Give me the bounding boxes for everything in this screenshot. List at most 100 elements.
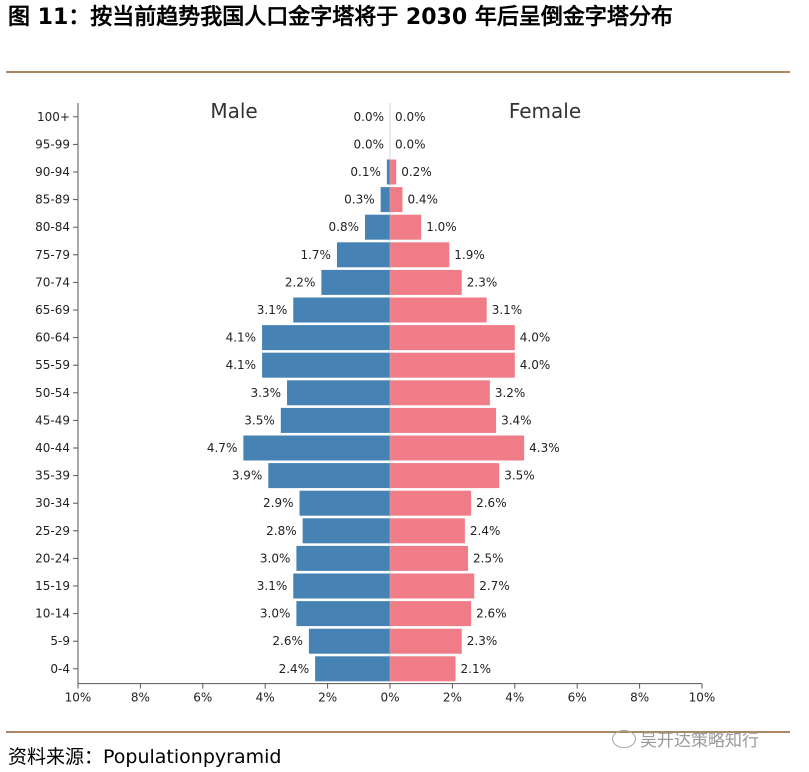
female-value-label: 0.4% bbox=[407, 193, 438, 207]
y-tick-label: 90-94 bbox=[35, 165, 70, 179]
male-value-label: 0.0% bbox=[354, 137, 385, 151]
y-tick-label: 35-39 bbox=[35, 469, 70, 483]
male-value-label: 0.8% bbox=[329, 220, 360, 234]
x-tick-label: 8% bbox=[630, 691, 649, 705]
female-value-label: 3.1% bbox=[492, 303, 522, 317]
male-value-label: 2.6% bbox=[272, 634, 303, 648]
y-tick-label: 15-19 bbox=[35, 579, 70, 593]
female-value-label: 2.3% bbox=[467, 634, 498, 648]
y-tick-label: 65-69 bbox=[35, 303, 70, 317]
male-value-label: 0.3% bbox=[344, 193, 375, 207]
female-value-label: 3.5% bbox=[504, 469, 535, 483]
x-tick-label: 4% bbox=[505, 691, 524, 705]
female-bar bbox=[390, 242, 450, 268]
female-value-label: 4.3% bbox=[529, 441, 560, 455]
male-bar bbox=[280, 407, 390, 433]
female-value-label: 4.0% bbox=[520, 331, 551, 345]
female-value-label: 2.1% bbox=[461, 662, 492, 676]
y-tick-label: 55-59 bbox=[35, 358, 70, 372]
male-bar bbox=[262, 352, 390, 378]
female-value-label: 2.4% bbox=[470, 524, 501, 538]
female-bar bbox=[390, 601, 472, 627]
y-tick-label: 10-14 bbox=[35, 607, 70, 621]
y-tick-label: 0-4 bbox=[50, 662, 70, 676]
female-value-label: 0.0% bbox=[395, 110, 426, 124]
male-bar bbox=[296, 601, 390, 627]
female-bar bbox=[390, 187, 403, 213]
female-bar bbox=[390, 159, 397, 185]
male-value-label: 1.7% bbox=[300, 248, 331, 262]
y-tick-label: 40-44 bbox=[35, 441, 70, 455]
male-value-label: 3.3% bbox=[251, 386, 282, 400]
female-bar bbox=[390, 518, 465, 544]
male-value-label: 3.0% bbox=[260, 607, 291, 621]
male-value-label: 3.1% bbox=[257, 303, 288, 317]
female-bar bbox=[390, 214, 422, 240]
male-value-label: 2.4% bbox=[279, 662, 310, 676]
male-value-label: 2.2% bbox=[285, 275, 316, 289]
male-value-label: 4.1% bbox=[226, 331, 257, 345]
male-bar bbox=[321, 269, 390, 295]
female-value-label: 1.9% bbox=[454, 248, 485, 262]
watermark-text: 吴开达策略知行 bbox=[640, 731, 759, 751]
male-bar bbox=[380, 187, 390, 213]
female-value-label: 3.4% bbox=[501, 413, 531, 427]
figure-title: 图 11：按当前趋势我国人口金字塔将于 2030 年后呈倒金字塔分布 bbox=[8, 5, 673, 30]
bars bbox=[243, 103, 525, 684]
male-value-label: 3.9% bbox=[232, 469, 263, 483]
female-value-label: 2.3% bbox=[467, 275, 498, 289]
female-value-label: 3.2% bbox=[495, 386, 525, 400]
x-axis: 10% 8% 6% 4% 2% 0% 2% 4% 6% 8% 10% bbox=[65, 683, 716, 705]
male-bar bbox=[268, 463, 390, 489]
female-bar bbox=[390, 573, 475, 599]
source-divider bbox=[6, 731, 790, 733]
x-tick-label: 8% bbox=[131, 691, 150, 705]
male-value-label: 4.1% bbox=[226, 358, 257, 372]
y-tick-label: 50-54 bbox=[35, 386, 70, 400]
male-value-label: 3.5% bbox=[244, 413, 275, 427]
y-tick-label: 100+ bbox=[37, 110, 70, 124]
y-tick-label: 5-9 bbox=[50, 634, 70, 648]
female-bar bbox=[390, 380, 490, 406]
male-value-label: 3.1% bbox=[257, 579, 288, 593]
male-value-label: 2.8% bbox=[266, 524, 297, 538]
y-tick-label: 30-34 bbox=[35, 496, 70, 510]
x-tick-label: 2% bbox=[318, 691, 337, 705]
female-bar bbox=[390, 325, 515, 351]
y-tick-label: 25-29 bbox=[35, 524, 70, 538]
female-value-label: 1.0% bbox=[426, 220, 457, 234]
x-tick-label: 2% bbox=[443, 691, 462, 705]
watermark: 吴开达策略知行 bbox=[612, 726, 759, 751]
legend-male: Male bbox=[210, 99, 257, 123]
y-axis: 100+ 95-99 90-94 85-89 80-84 75-79 70-74 65-69 6… bbox=[35, 103, 79, 684]
y-tick-label: 75-79 bbox=[35, 248, 70, 262]
male-bar bbox=[315, 656, 390, 682]
y-tick-label: 60-64 bbox=[35, 331, 70, 345]
female-bar bbox=[390, 463, 500, 489]
female-bar bbox=[390, 628, 462, 654]
male-value-label: 3.0% bbox=[260, 551, 291, 565]
source-note: 资料来源：Populationpyramid bbox=[8, 746, 282, 768]
title-divider bbox=[6, 71, 790, 73]
male-bar bbox=[302, 518, 390, 544]
x-tick-label: 10% bbox=[689, 691, 716, 705]
male-bar bbox=[299, 490, 390, 516]
female-bar bbox=[390, 352, 515, 378]
y-tick-label: 20-24 bbox=[35, 551, 70, 565]
y-tick-label: 85-89 bbox=[35, 193, 70, 207]
male-value-label: 4.7% bbox=[207, 441, 238, 455]
x-tick-label: 4% bbox=[256, 691, 275, 705]
female-bar bbox=[390, 269, 462, 295]
legend-female: Female bbox=[509, 99, 581, 123]
female-bar bbox=[390, 435, 525, 461]
y-tick-label: 45-49 bbox=[35, 413, 70, 427]
y-tick-label: 80-84 bbox=[35, 220, 70, 234]
wechat-icon bbox=[612, 730, 636, 748]
female-value-label: 4.0% bbox=[520, 358, 551, 372]
male-bar bbox=[296, 545, 390, 571]
female-value-label: 0.0% bbox=[395, 137, 426, 151]
x-tick-label: 0% bbox=[380, 691, 399, 705]
y-tick-label: 95-99 bbox=[35, 137, 70, 151]
male-bar bbox=[243, 435, 390, 461]
